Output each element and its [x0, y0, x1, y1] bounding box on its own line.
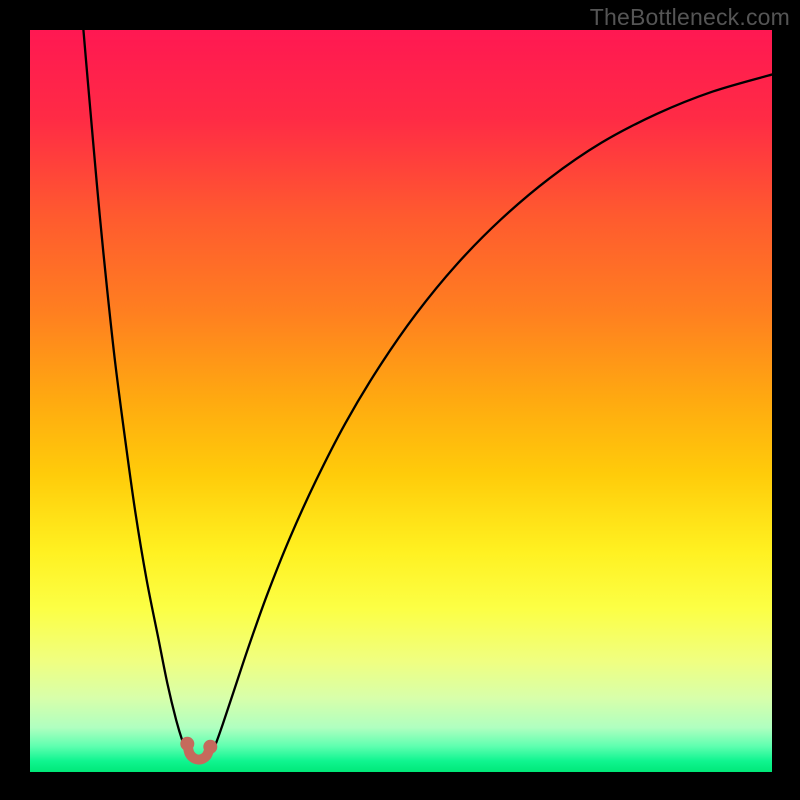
watermark-label: TheBottleneck.com: [590, 4, 790, 31]
plot-svg: [30, 30, 772, 772]
plot-area: [30, 30, 772, 772]
chart-root: TheBottleneck.com: [0, 0, 800, 800]
bottom-u-endpoint-0: [180, 737, 194, 751]
bottom-u-endpoint-1: [203, 740, 217, 754]
plot-background: [30, 30, 772, 772]
